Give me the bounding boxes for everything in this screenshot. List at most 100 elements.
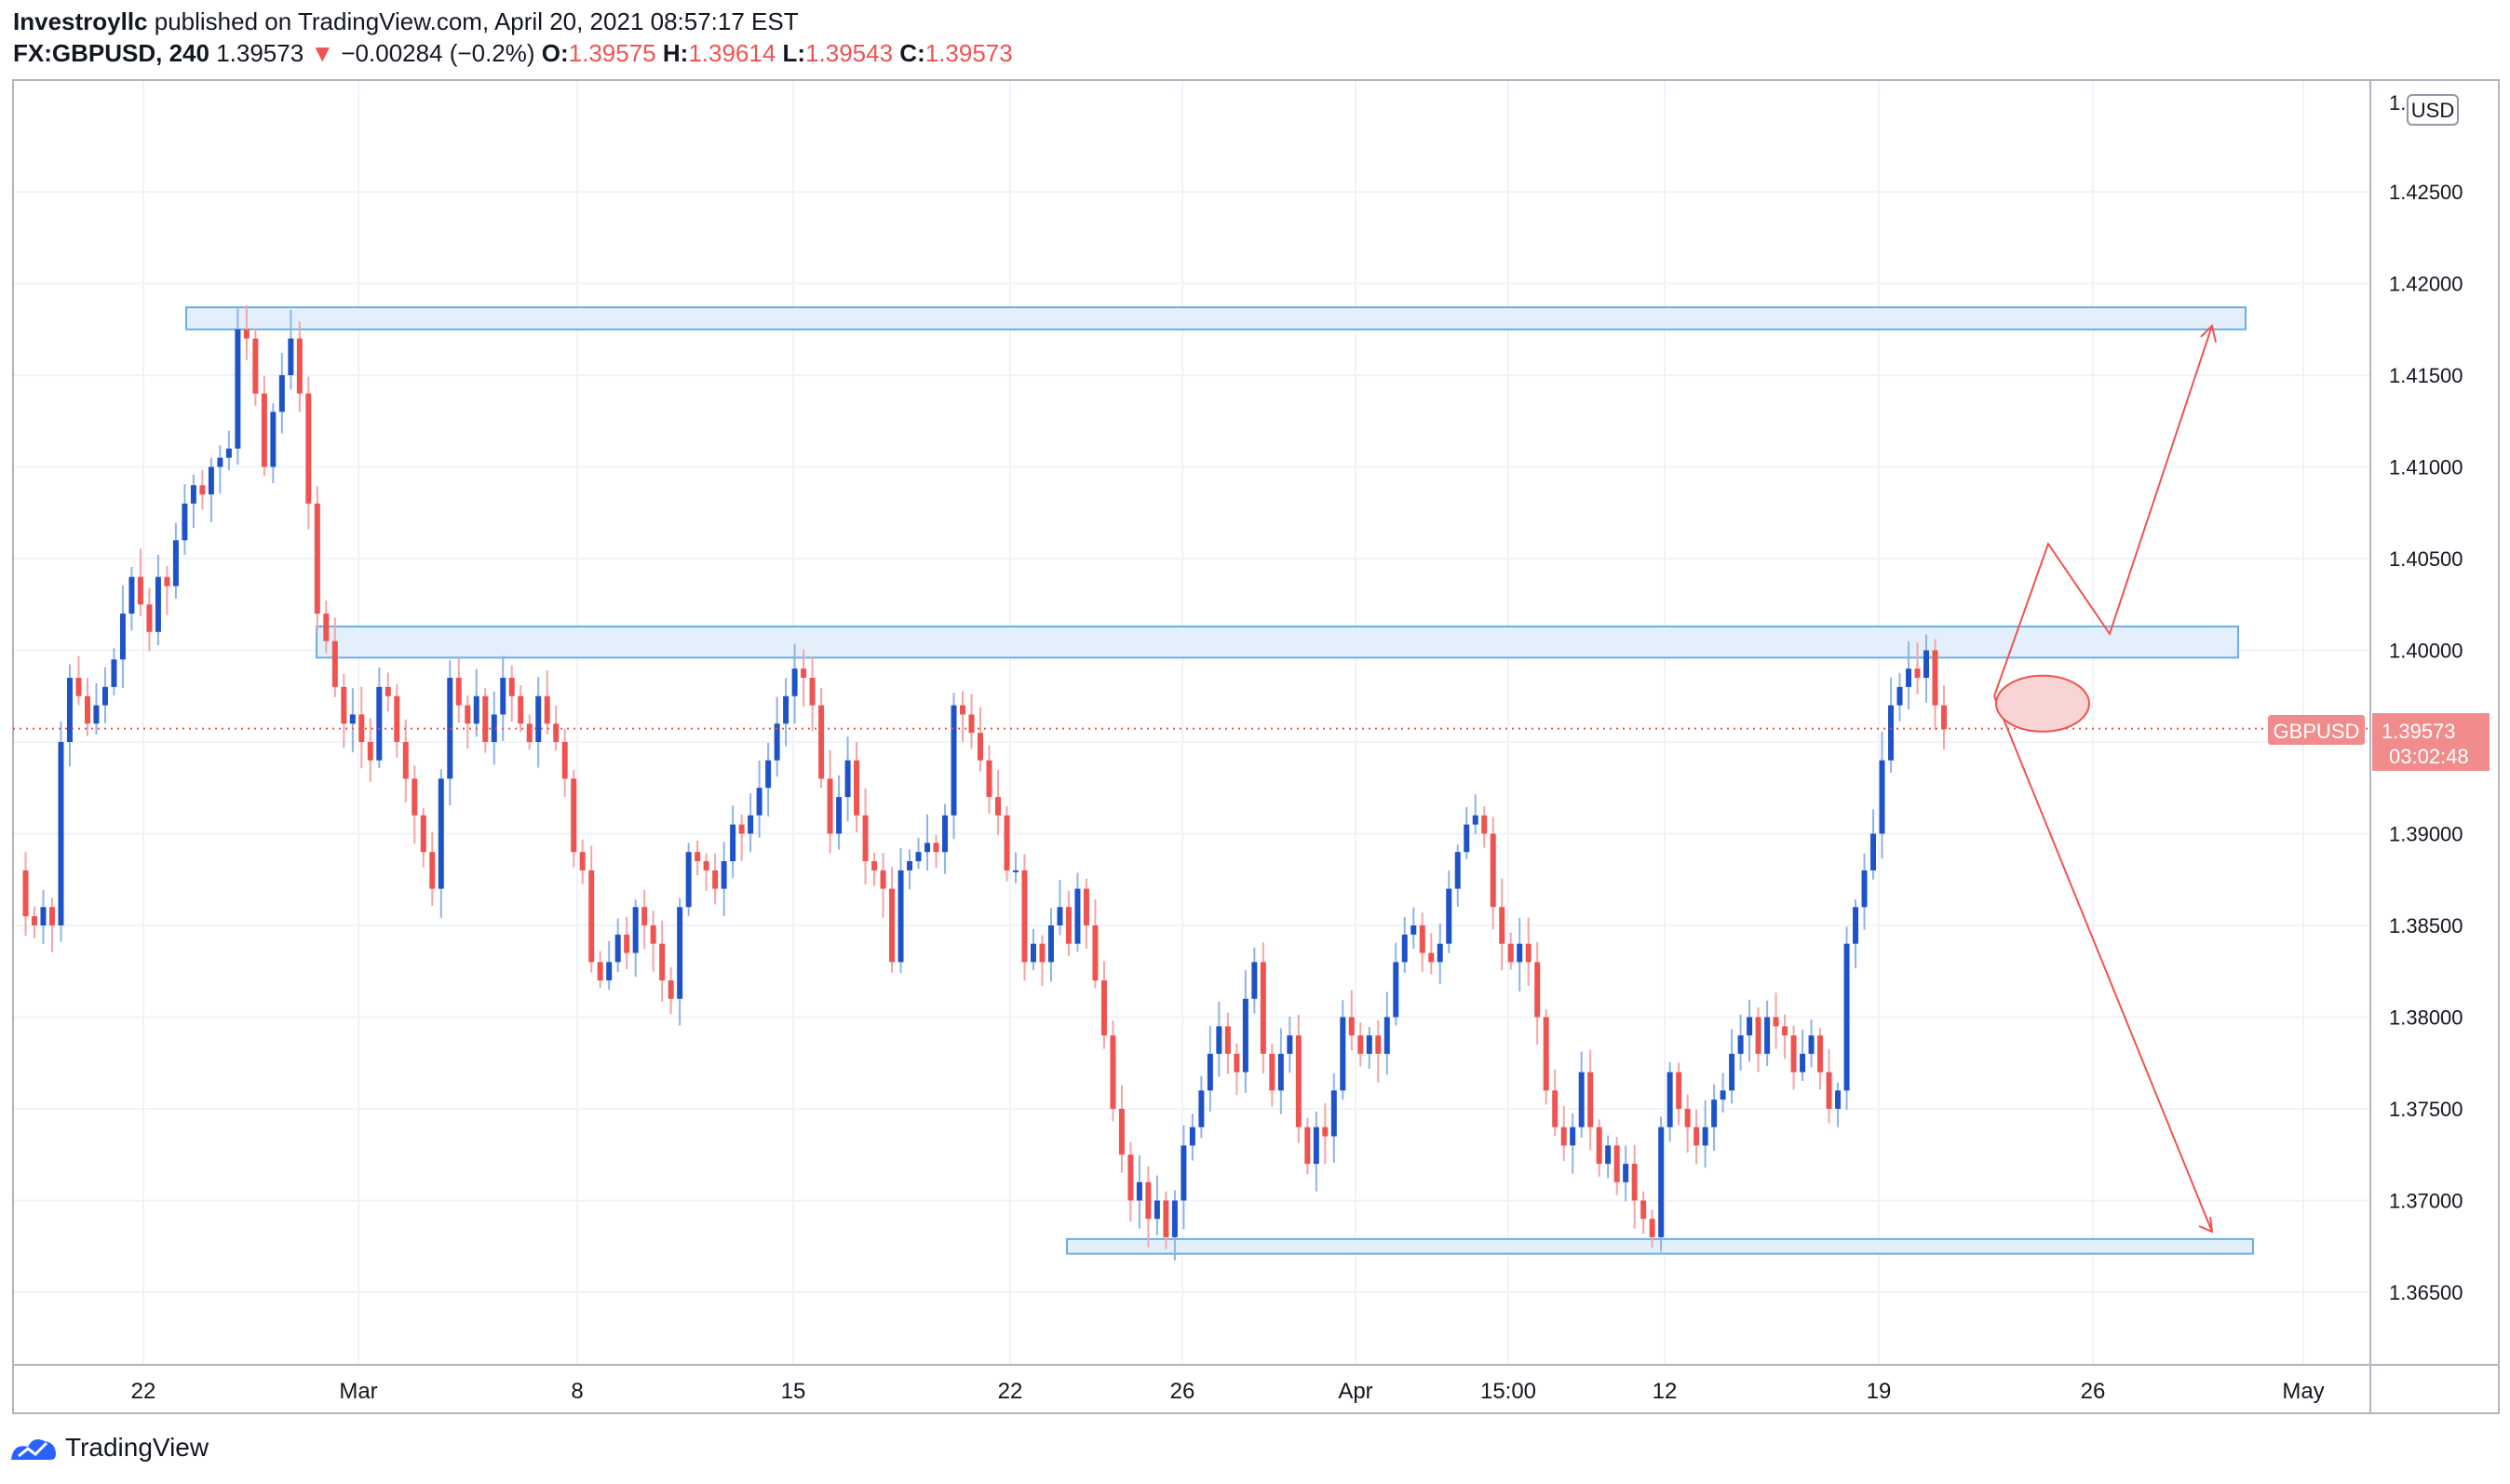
candle-body — [1817, 1035, 1824, 1073]
candle-body — [1790, 1035, 1797, 1073]
arrowhead-down-icon — [2198, 1216, 2214, 1234]
candle-body — [712, 870, 719, 889]
candle-body — [791, 668, 798, 696]
candle-body — [1755, 1017, 1761, 1054]
tradingview-logo-icon[interactable] — [9, 1432, 58, 1464]
price-tick-label: 1.42000 — [2389, 273, 2463, 296]
candle-body — [960, 705, 966, 715]
candle-body — [801, 668, 807, 679]
candle-body — [296, 338, 303, 394]
candle-body — [323, 614, 330, 641]
candle-body — [1366, 1035, 1372, 1054]
candle-body — [1189, 1126, 1195, 1146]
candle-body — [994, 797, 1001, 816]
candle-body — [1464, 824, 1470, 853]
candle-body — [235, 329, 241, 449]
last-price-tag-value: 1.39573 — [2382, 720, 2456, 743]
high-value: 1.39614 — [688, 39, 776, 67]
projection-down-path — [1993, 695, 2213, 1233]
candle-body — [765, 760, 772, 789]
candle-body — [1304, 1126, 1311, 1165]
price-tick-label: 1.39000 — [2389, 823, 2463, 846]
candle-body — [897, 870, 904, 963]
candle-body — [385, 686, 391, 696]
candle-body — [66, 678, 73, 742]
candle-body — [1747, 1017, 1753, 1036]
projection-lines — [1993, 323, 2217, 1234]
zone-resistance-mid — [316, 625, 2239, 659]
candle-body — [677, 907, 683, 999]
candle-body — [438, 778, 444, 889]
publish-line: Investroyllc published on TradingView.co… — [13, 7, 799, 36]
candle-body — [1720, 1090, 1726, 1100]
candle-body — [1437, 943, 1443, 963]
candle-body — [1896, 686, 1903, 706]
currency-badge-text: USD — [2411, 99, 2454, 122]
candle-body — [1870, 833, 1877, 870]
candle-body — [1843, 943, 1850, 1091]
candle-body — [1552, 1090, 1559, 1127]
highlight-ellipse — [1995, 674, 2090, 733]
currency-badge[interactable]: USD — [2407, 94, 2459, 126]
tradingview-brand[interactable]: TradingView — [65, 1433, 209, 1462]
candle-body — [1472, 815, 1478, 825]
time-tick-label: 15:00 — [1480, 1379, 1536, 1404]
low-label: L: — [782, 39, 806, 67]
candle-body — [924, 843, 931, 853]
candle-body — [1419, 925, 1425, 953]
candle-body — [1057, 907, 1063, 925]
candle-body — [915, 852, 922, 862]
candle-body — [1543, 1017, 1549, 1091]
candle-body — [1517, 943, 1523, 963]
time-tick-label: 22 — [131, 1379, 156, 1404]
candle-body — [376, 686, 383, 761]
candle-body — [1322, 1126, 1329, 1137]
candle-body — [1118, 1109, 1125, 1155]
price-tick-label: 1.41000 — [2389, 456, 2463, 479]
close-value: 1.39573 — [924, 39, 1013, 67]
candle-body — [1313, 1126, 1319, 1165]
candle-body — [632, 907, 639, 953]
candle-body — [1490, 833, 1496, 908]
candle-body — [1613, 1145, 1620, 1182]
candle-body — [978, 733, 983, 761]
price-tick-label: 1.42500 — [2389, 181, 2463, 204]
candle-body — [535, 695, 542, 742]
candle-body — [588, 870, 595, 963]
countdown-text: 03:02:48 — [2389, 745, 2469, 768]
candle-body — [465, 705, 471, 724]
candle-body — [1853, 907, 1859, 944]
candle-body — [730, 824, 736, 862]
candle-body — [1623, 1164, 1629, 1182]
candle-body — [1481, 815, 1488, 834]
candle-body — [1800, 1053, 1806, 1073]
candle-body — [1330, 1090, 1337, 1137]
candle-body — [101, 686, 108, 706]
candle-body — [1198, 1090, 1205, 1127]
candle-body — [182, 503, 188, 541]
candle-body — [1287, 1035, 1293, 1054]
candle-body — [1702, 1126, 1708, 1146]
symbol-label: FX:GBPUSD, 240 — [13, 39, 209, 67]
candle-body — [1764, 1017, 1771, 1054]
candle-body — [473, 695, 479, 724]
close-label: C: — [899, 39, 925, 67]
candle-body — [1729, 1053, 1735, 1091]
candle-body — [880, 870, 886, 889]
candle-body — [358, 714, 365, 742]
candle-body — [1012, 870, 1019, 872]
candle-body — [659, 943, 666, 981]
candle-body — [1499, 907, 1505, 944]
candle-body — [455, 678, 462, 706]
candle-body — [1446, 888, 1452, 944]
candle-body — [1861, 870, 1868, 908]
candle-body — [614, 934, 621, 963]
candle-body — [1694, 1126, 1700, 1146]
candle-body — [748, 815, 754, 834]
candle-body — [951, 705, 957, 816]
candle-body — [1596, 1126, 1602, 1165]
author-name[interactable]: Investroyllc — [13, 7, 148, 35]
candle-body — [367, 742, 373, 761]
candle-body — [314, 503, 320, 614]
